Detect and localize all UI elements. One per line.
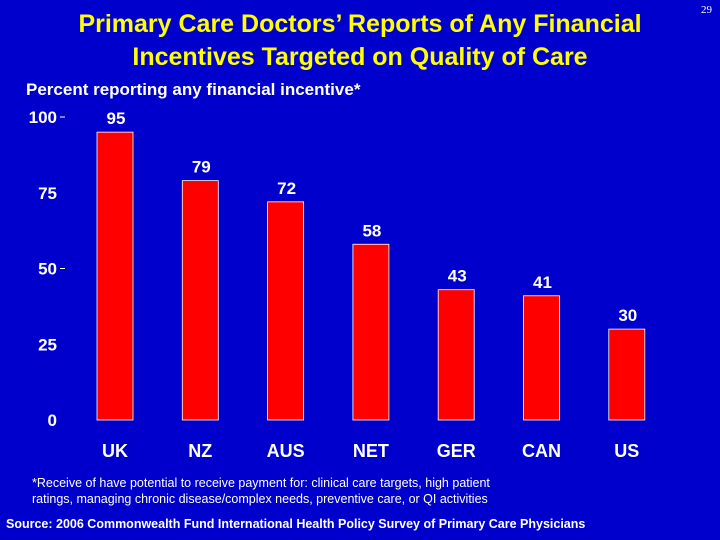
bar-can: [523, 295, 560, 421]
value-labels: 95 79 72 58 43 41 30: [107, 109, 638, 325]
value-label-us: 30: [618, 306, 637, 325]
y-axis-label: Percent reporting any financial incentiv…: [26, 80, 361, 99]
value-label-can: 41: [533, 273, 552, 292]
y-tick-label: 50: [38, 260, 57, 279]
footnote: *Receive of have potential to receive pa…: [32, 475, 672, 507]
bar-aus: [267, 201, 305, 421]
chart-title-line-1: Primary Care Doctors’ Reports of Any Fin…: [78, 10, 642, 38]
source-note: Source: 2006 Commonwealth Fund Internati…: [6, 517, 586, 531]
footnote-line-1: *Receive of have potential to receive pa…: [32, 476, 490, 490]
bar-ger: [437, 289, 475, 421]
value-label-nz: 79: [192, 158, 211, 177]
bar-uk: [96, 131, 134, 421]
y-tick-label: 0: [48, 411, 57, 430]
category-label-ger: GER: [437, 441, 476, 461]
bar-chart: 0 25 50 75 100 95 79 72 58 43 41 30 UK NZ AUS NET GER C…: [29, 108, 646, 461]
y-axis-ticks: 0 25 50 75 100: [29, 108, 65, 430]
value-label-aus: 72: [277, 179, 296, 198]
chart-title: Primary Care Doctors’ Reports of Any Fin…: [0, 8, 720, 74]
category-label-aus: AUS: [267, 441, 305, 461]
bar-net: [352, 243, 390, 421]
category-label-nz: NZ: [188, 441, 212, 461]
category-label-uk: UK: [102, 441, 128, 461]
category-labels: UK NZ AUS NET GER CAN US: [102, 441, 639, 461]
page-number: 29: [701, 4, 712, 16]
y-tick-label: 75: [38, 184, 57, 203]
category-label-can: CAN: [522, 441, 561, 461]
value-label-uk: 95: [107, 109, 126, 128]
chart-title-line-2: Incentives Targeted on Quality of Care: [132, 43, 588, 71]
bars: [96, 131, 646, 421]
value-label-net: 58: [362, 221, 381, 240]
y-tick-label: 25: [38, 335, 57, 354]
bar-nz: [181, 180, 219, 421]
category-label-net: NET: [353, 441, 389, 461]
category-label-us: US: [614, 441, 639, 461]
bar-us: [608, 328, 646, 421]
value-label-ger: 43: [448, 267, 467, 286]
y-tick-label: 100: [29, 108, 57, 127]
footnote-line-2: ratings, managing chronic disease/comple…: [32, 492, 488, 506]
